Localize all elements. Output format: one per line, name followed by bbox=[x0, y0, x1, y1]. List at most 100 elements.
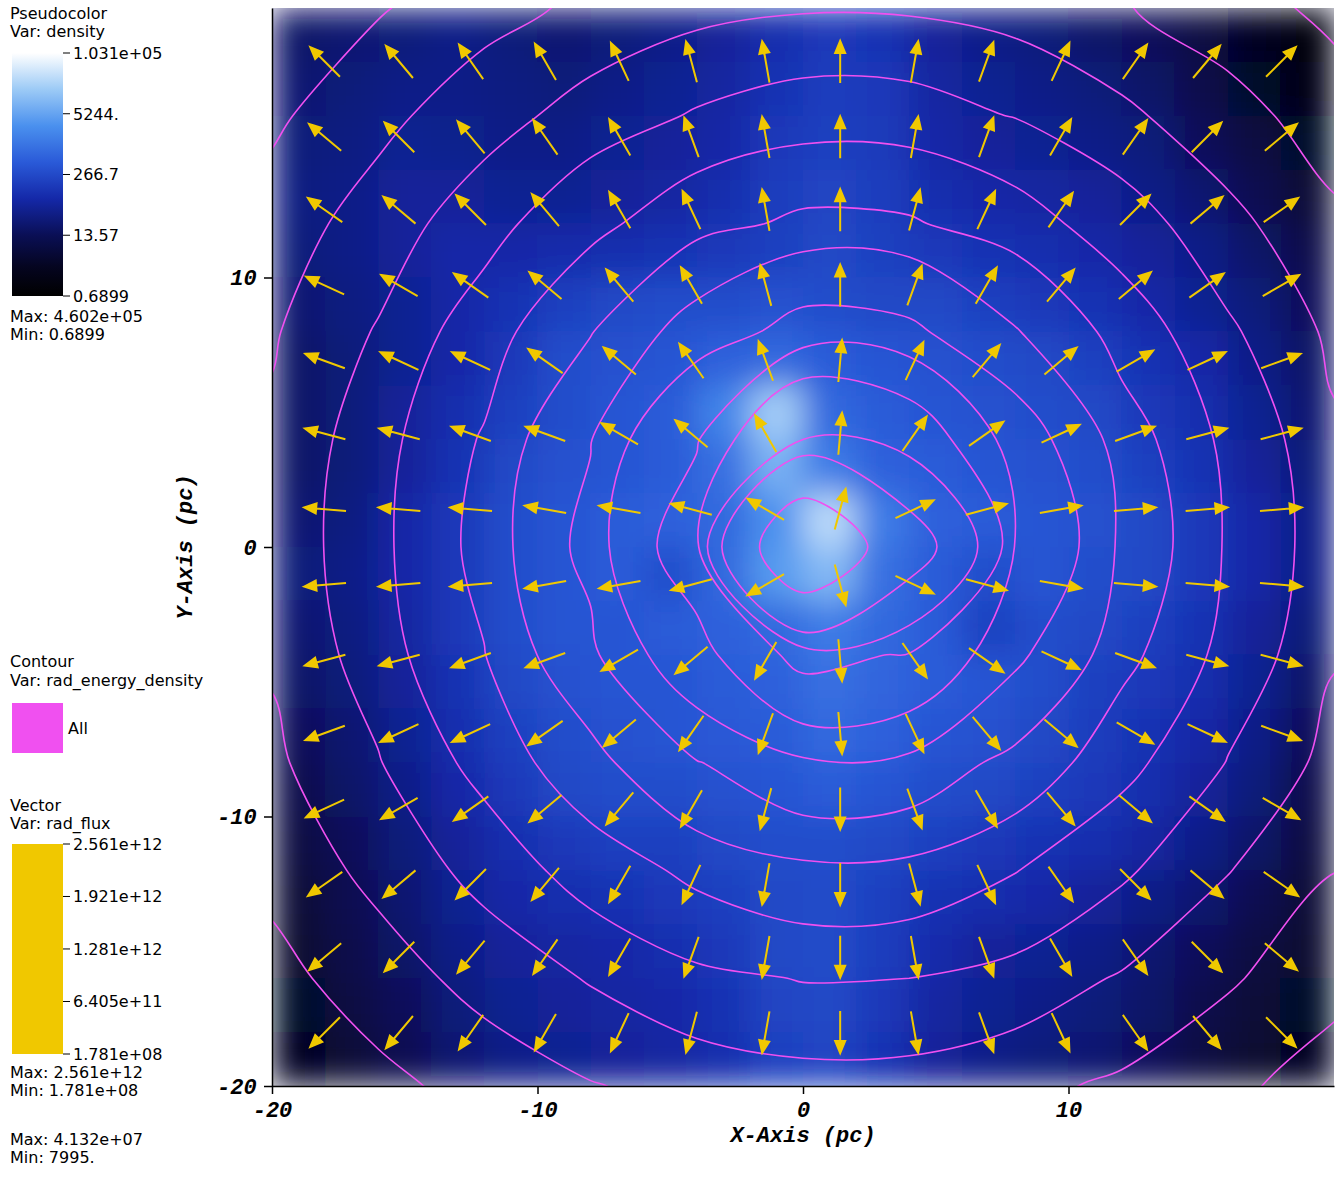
density-cell bbox=[1175, 709, 1229, 764]
density-cell bbox=[1175, 331, 1229, 386]
density-cell bbox=[431, 224, 485, 279]
vector-arrow bbox=[979, 937, 994, 976]
density-cell bbox=[1069, 870, 1123, 925]
vector-arrow bbox=[611, 43, 629, 81]
vector-arrow bbox=[835, 189, 845, 231]
vector-arrow bbox=[1117, 351, 1153, 372]
density-cell bbox=[644, 817, 698, 872]
density-cell bbox=[538, 439, 592, 494]
density-cell bbox=[591, 278, 645, 333]
vector-arrow bbox=[684, 1012, 697, 1053]
contour-line bbox=[657, 342, 1015, 728]
vector-arrow bbox=[380, 352, 418, 370]
vector-arrow bbox=[759, 41, 769, 82]
density-cell bbox=[1281, 493, 1334, 548]
density-cell bbox=[803, 978, 857, 1033]
density-cell bbox=[1015, 62, 1069, 117]
vector-arrow bbox=[609, 938, 630, 974]
tick: 0 bbox=[797, 1086, 810, 1124]
vector-arrow bbox=[969, 648, 1003, 672]
vector-arrow bbox=[1120, 869, 1150, 899]
vector-arrow bbox=[458, 121, 485, 153]
density-cell bbox=[1175, 924, 1229, 979]
colorbar-label: 0.6899 bbox=[73, 287, 129, 306]
vector-arrow bbox=[835, 564, 848, 605]
density-cell bbox=[803, 924, 857, 979]
density-cell bbox=[431, 170, 485, 225]
colorbar-tick bbox=[63, 1001, 70, 1002]
vector-arrow bbox=[308, 872, 342, 896]
vector-arrow bbox=[1052, 43, 1070, 81]
vector-arrow bbox=[309, 124, 341, 151]
vector-arrow bbox=[456, 195, 486, 225]
density-cell bbox=[1122, 817, 1176, 872]
density-cell bbox=[1228, 278, 1282, 333]
density-cell bbox=[697, 924, 751, 979]
density-cell bbox=[803, 547, 857, 602]
density-cell bbox=[1015, 709, 1069, 764]
density-cell bbox=[591, 331, 645, 386]
plot-area bbox=[272, 8, 1334, 1086]
vector-arrow bbox=[1264, 872, 1298, 896]
vector-arrow bbox=[604, 719, 636, 746]
vector-arrow bbox=[526, 653, 565, 668]
density-cell bbox=[697, 62, 751, 117]
density-cell bbox=[431, 493, 485, 548]
density-cell bbox=[962, 978, 1016, 1033]
colorbar-label: 266.7 bbox=[73, 165, 119, 184]
density-cell bbox=[1228, 493, 1282, 548]
density-cell bbox=[272, 170, 326, 225]
density-cell bbox=[697, 978, 751, 1033]
density-cell bbox=[325, 278, 379, 333]
density-cell bbox=[1175, 62, 1229, 117]
density-cell bbox=[431, 116, 485, 171]
vector-arrow bbox=[609, 866, 630, 902]
density-cell bbox=[484, 62, 538, 117]
density-cell bbox=[856, 331, 910, 386]
density-cell bbox=[856, 170, 910, 225]
vector-arrow bbox=[909, 190, 922, 231]
density-cell bbox=[591, 763, 645, 818]
density-cell bbox=[484, 1032, 538, 1086]
vector-arrow bbox=[1193, 46, 1220, 78]
tick-mark bbox=[264, 1086, 272, 1088]
density-cell bbox=[591, 870, 645, 925]
vector-arrow bbox=[1261, 353, 1300, 368]
density-cell bbox=[1228, 763, 1282, 818]
density-cell bbox=[431, 547, 485, 602]
density-cell bbox=[750, 385, 804, 440]
density-cell bbox=[1069, 385, 1123, 440]
density-cell bbox=[856, 439, 910, 494]
tick-mark bbox=[264, 547, 272, 549]
tick-label: 10 bbox=[230, 267, 256, 292]
colorbar-tick bbox=[63, 1054, 70, 1055]
density-cell bbox=[325, 493, 379, 548]
density-cell bbox=[431, 278, 485, 333]
vector-arrow bbox=[1192, 942, 1222, 972]
vector-arrow bbox=[836, 639, 846, 681]
vector-arrow bbox=[759, 863, 769, 904]
density-cell bbox=[1228, 601, 1282, 656]
density-cell bbox=[325, 763, 379, 818]
density-cell bbox=[325, 817, 379, 872]
tick: -20 bbox=[253, 1086, 293, 1124]
density-cell bbox=[1015, 170, 1069, 225]
density-cell bbox=[1281, 547, 1334, 602]
density-cell bbox=[644, 870, 698, 925]
vector-arrow bbox=[1266, 47, 1296, 77]
density-cell bbox=[484, 924, 538, 979]
density-cell bbox=[750, 924, 804, 979]
density-cell bbox=[644, 224, 698, 279]
vector-arrow bbox=[533, 939, 557, 973]
legends: PseudocolorVar: density1.031e+055244.266… bbox=[10, 4, 203, 1167]
vector-arrow bbox=[675, 420, 707, 447]
density-cell bbox=[962, 278, 1016, 333]
vector-arrow bbox=[759, 936, 769, 977]
vector-arrow bbox=[1263, 798, 1299, 819]
vector-arrow bbox=[679, 344, 703, 378]
vector-arrow bbox=[1190, 197, 1222, 224]
vector-arrow bbox=[977, 865, 995, 903]
density-cell bbox=[1281, 170, 1334, 225]
vector-arrow bbox=[759, 265, 772, 306]
vector-arrow bbox=[973, 717, 1000, 749]
